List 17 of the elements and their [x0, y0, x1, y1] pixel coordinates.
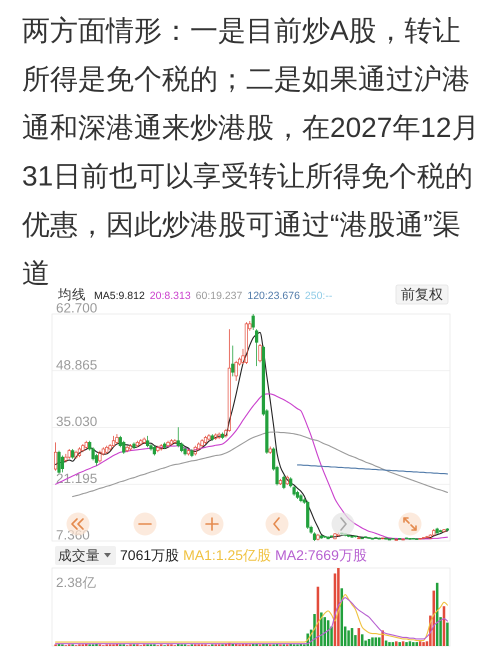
y-tick-label: 7.360: [56, 528, 90, 542]
y-tick-label: 35.030: [56, 414, 98, 429]
legend-label: 250:--: [304, 290, 333, 302]
y-tick-label: 62.700: [56, 300, 98, 316]
text: 20:8.313: [150, 290, 191, 302]
text: MA5:9.812: [94, 290, 145, 302]
text: MA1:1.25亿股: [183, 547, 272, 563]
text: MA2:7669万股: [275, 547, 367, 563]
annotation: 2.38亿: [56, 575, 96, 590]
text: 120:23.676: [247, 290, 300, 302]
legend-title: 均线: [57, 287, 86, 302]
y-tick-label: 48.865: [56, 357, 98, 372]
text: 60:19.237: [196, 290, 243, 302]
text: 7061万股: [120, 547, 180, 563]
chart-title: 成交量: [58, 548, 100, 563]
text: 两方面情形：一是目前炒A股，转让所得是免个税的；二是如果通过沪港通和深港通来炒港股，在2027年12月31日前也可以享受转让所得免个税的优惠，因此炒港股可通过“港股通”渠道: [22, 15, 480, 288]
text: 前复权: [401, 286, 443, 302]
